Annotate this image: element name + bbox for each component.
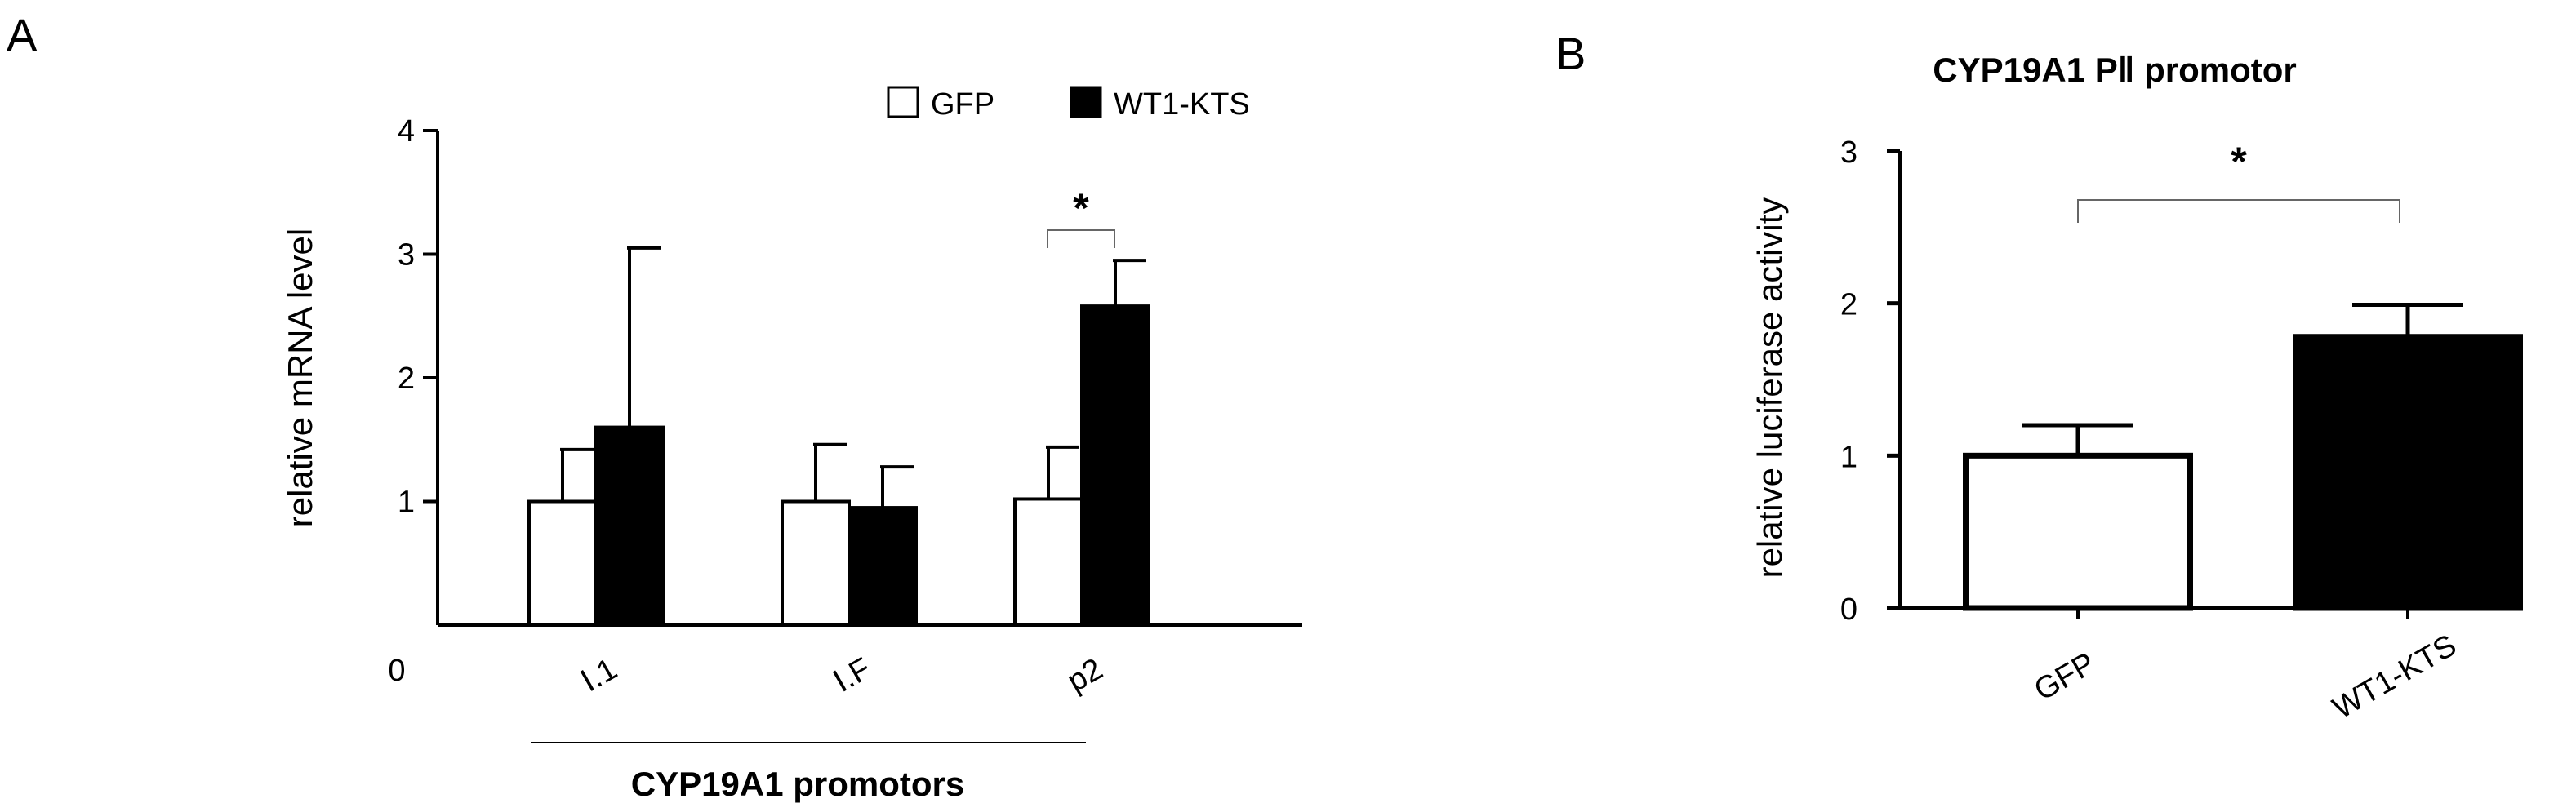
- legend-swatch-wt1-kts: [1070, 86, 1102, 118]
- legend-swatch-gfp: [887, 86, 919, 118]
- x-tick-label: p2: [1061, 652, 1109, 699]
- chart-a: 0 1 2 3 4 relative mRNA level Ⅰ.1 Ⅰ.F p2 * CYP19A1…: [281, 86, 1302, 803]
- legend-label: WT1-KTS: [1114, 87, 1250, 122]
- y-tick-label: 1: [398, 486, 415, 520]
- x-tick-label: WT1-KTS: [2327, 628, 2462, 726]
- significance-star: *: [1073, 185, 1089, 231]
- y-tick-label: 2: [1840, 288, 1857, 322]
- bar-wt1-kts: [2293, 334, 2523, 611]
- chart-title: CYP19A1 PⅡ promotor: [1933, 51, 2296, 89]
- y-tick-label: 1: [1840, 440, 1857, 474]
- x-tick-label: Ⅰ.1: [576, 652, 623, 699]
- bar-wt1-kts: [848, 506, 918, 628]
- significance-bracket: [2077, 199, 2400, 223]
- x-tick-label: Ⅰ.F: [828, 651, 877, 699]
- bar-wt1-kts: [1080, 304, 1150, 627]
- chart-b: CYP19A1 PⅡ promotor 0 1 2 3 relative lucifera…: [1751, 51, 2523, 726]
- x-axis-title: CYP19A1 promotors: [631, 765, 964, 803]
- y-axis-title: relative luciferase activity: [1751, 197, 1789, 579]
- legend-label: GFP: [931, 87, 994, 122]
- significance-star: *: [2231, 139, 2247, 184]
- panel-b-label: B: [1555, 28, 1586, 79]
- y-tick-label: 0: [388, 654, 405, 688]
- x-tick-label: GFP: [2029, 646, 2102, 708]
- bar-gfp: [781, 499, 851, 627]
- y-axis-title: relative mRNA level: [281, 229, 319, 527]
- y-tick-label: 0: [1840, 592, 1857, 627]
- bar-gfp: [1013, 497, 1083, 627]
- y-tick-label: 2: [398, 362, 415, 396]
- y-tick-label: 3: [398, 238, 415, 273]
- significance-bracket: [1047, 229, 1115, 248]
- bar-gfp: [1963, 452, 2193, 611]
- y-tick-label: 3: [1840, 135, 1857, 170]
- bar-wt1-kts: [594, 425, 665, 627]
- bar-gfp: [527, 499, 598, 627]
- panel-a-label: A: [7, 9, 38, 60]
- y-tick-label: 4: [398, 114, 415, 149]
